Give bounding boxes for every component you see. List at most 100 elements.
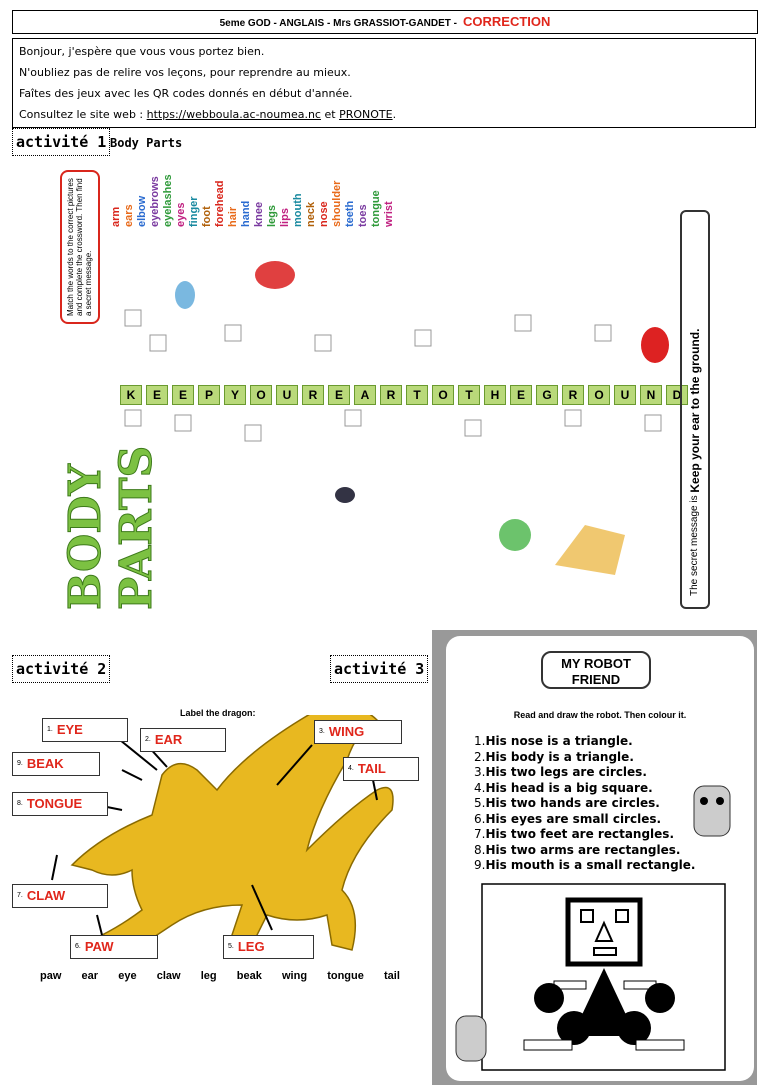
item-text: His two hands are circles.	[485, 796, 660, 810]
key-letter: O	[432, 385, 454, 405]
intro-line: N'oubliez pas de relire vos leçons, pour…	[19, 66, 351, 79]
label-number: 3.	[319, 728, 325, 735]
word: eyelashes	[162, 174, 174, 227]
word-bank: paw ear eye claw leg beak wing tongue tail	[40, 970, 400, 982]
word: nose	[318, 201, 330, 227]
bank-word: tail	[384, 970, 400, 982]
word: legs	[266, 204, 278, 227]
key-letter: R	[562, 385, 584, 405]
item-number: 3.	[474, 765, 486, 779]
item-number: 2.	[474, 749, 486, 764]
secret-prefix: The secret message is	[689, 495, 700, 596]
dragon-label: 6. PAW	[70, 935, 158, 959]
word: knee	[253, 201, 265, 227]
item-number: 9.	[474, 858, 486, 872]
robot-item: 4.His head is a big square.	[474, 781, 695, 797]
robot-item: 7.His two feet are rectangles.	[474, 827, 695, 843]
item-number: 1.	[474, 734, 486, 748]
key-letter: U	[614, 385, 636, 405]
word-list: arm ears elbow eyebrows eyelashes eyes finger f…	[110, 167, 395, 227]
robot-item: 8.His two arms are rectangles.	[474, 843, 695, 859]
key-letter: E	[328, 385, 350, 405]
item-text: His two legs are circles.	[485, 765, 647, 779]
pronote[interactable]: PRONOTE	[339, 108, 393, 121]
bank-word: tongue	[327, 970, 364, 982]
label-text: EAR	[154, 732, 183, 747]
key-letter: H	[484, 385, 506, 405]
secret: Keep your ear to the ground.	[688, 328, 702, 493]
word: elbow	[136, 195, 148, 227]
word: toes	[357, 204, 369, 227]
label-number: 1.	[47, 726, 53, 733]
word: lips	[279, 208, 291, 227]
word: tongue	[370, 190, 382, 227]
dragon-label: 9. BEAK	[12, 752, 100, 776]
dragon-title: Label the dragon:	[180, 708, 256, 718]
label-number: 5.	[228, 943, 234, 950]
word: teeth	[344, 200, 356, 227]
intro-lines: Bonjour, j'espère que vous vous portez b…	[19, 41, 749, 104]
bank-word: paw	[40, 970, 62, 982]
key-letter: D	[666, 385, 688, 405]
word: wrist	[383, 201, 395, 227]
word: ears	[123, 204, 135, 227]
consult-prefix: Consultez le site web :	[19, 108, 144, 121]
robot-item: 5.His two hands are circles.	[474, 796, 695, 812]
header: 5eme GOD - ANGLAIS - Mrs GRASSIOT-GANDET…	[12, 10, 758, 34]
item-text: His eyes are small circles.	[485, 811, 662, 826]
item-text: His body is a triangle.	[485, 749, 634, 764]
key-letter: U	[276, 385, 298, 405]
dragon-label: 4. TAIL	[343, 757, 419, 781]
label-number: 6.	[75, 943, 81, 950]
word: hand	[240, 200, 252, 227]
consult-line: Consultez le site web : https://webboula…	[19, 104, 749, 125]
activity-label: activité 3	[330, 655, 429, 683]
robot-art	[455, 785, 731, 1071]
poster: BODY PARTS Match the words to the correc…	[55, 165, 715, 611]
site-link[interactable]: https://webboula.ac-noumea.nc	[146, 108, 321, 121]
key-letter: E	[510, 385, 532, 405]
instructions-box: Match the words to the correct pictures …	[60, 170, 100, 324]
word: eyes	[175, 202, 187, 227]
dragon-label: 7. CLAW	[12, 884, 108, 908]
bank-word: beak	[236, 970, 262, 982]
secret-box: The secret message is Keep your ear to t…	[680, 210, 710, 609]
key-letter: R	[302, 385, 324, 405]
key-letter: T	[406, 385, 428, 405]
bank-word: eye	[118, 970, 137, 982]
key-letter: P	[198, 385, 220, 405]
key-letter: K	[120, 385, 142, 405]
word: arm	[110, 206, 122, 227]
label-text: PAW	[84, 939, 114, 954]
activity-label: activité 1	[12, 128, 111, 156]
key-letter: R	[380, 385, 402, 405]
label-text: TAIL	[357, 761, 386, 776]
label-text: BEAK	[26, 756, 64, 771]
key-letter: G	[536, 385, 558, 405]
item-number: 6.	[474, 811, 486, 826]
key-letter: E	[172, 385, 194, 405]
key-letter: A	[354, 385, 376, 405]
label-number: 9.	[17, 760, 23, 767]
intro-line: Bonjour, j'espère que vous vous portez b…	[19, 45, 265, 58]
poster-art	[124, 261, 669, 575]
key-letter: O	[250, 385, 272, 405]
item-text: His nose is a triangle.	[485, 734, 633, 748]
label-text: LEG	[237, 939, 265, 954]
activity-label: activité 2	[12, 655, 111, 683]
bank-word: leg	[200, 970, 217, 982]
item-number: 8.	[474, 842, 486, 857]
item-number: 5.	[474, 796, 486, 810]
robot-list: 1.His nose is a triangle. 2.His body is a…	[474, 734, 695, 874]
end: .	[392, 108, 397, 121]
label-text: EYE	[56, 722, 83, 737]
dragon-label: 3. WING	[314, 720, 402, 744]
intro-line: Faîtes des jeux avec les QR codes donnés…	[19, 87, 353, 100]
word: shoulder	[331, 180, 343, 227]
item-text: His two arms are rectangles.	[485, 842, 681, 857]
correction: CORRECTION	[463, 14, 551, 29]
bank-word: wing	[281, 970, 308, 982]
word: eyebrows	[149, 176, 161, 227]
poster-title-box: BODY PARTS	[60, 340, 163, 610]
